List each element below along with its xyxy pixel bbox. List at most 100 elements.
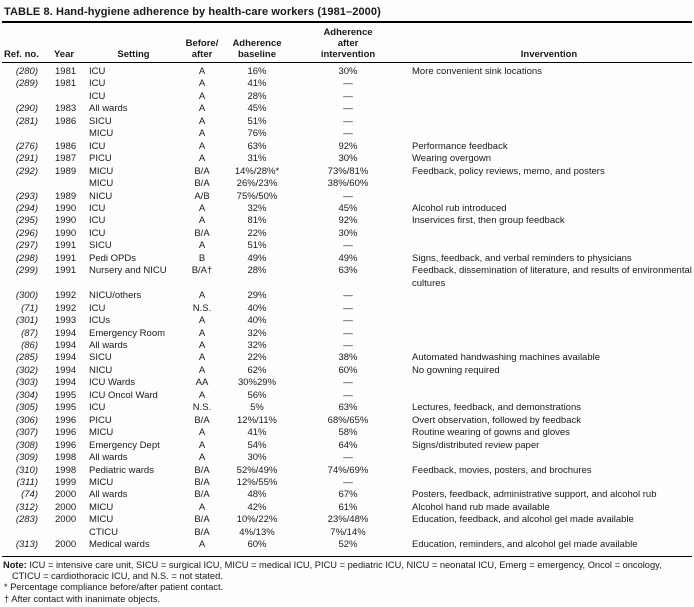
cell-adherence-after: 73%/81% <box>327 165 369 177</box>
table-row: (291) 1987 PICU A 31% 30% Wearing overgown <box>2 153 692 165</box>
cell-ref-no: (283) <box>15 514 38 526</box>
note-footnote: Note: ICU = intensive care unit, SICU = … <box>3 560 690 583</box>
cell-year: 1989 <box>55 165 77 177</box>
cell-year: 1990 <box>55 215 77 227</box>
cell-intervention <box>406 377 692 389</box>
cell-adherence-after: — <box>343 103 353 115</box>
cell-year <box>44 527 87 539</box>
cell-year: 1992 <box>55 302 77 314</box>
cell-intervention: Wearing overgown <box>412 153 492 165</box>
cell-adherence-baseline: 16% <box>247 66 267 77</box>
cell-adherence-baseline: 51% <box>247 240 267 252</box>
cell-setting: All wards <box>89 103 128 115</box>
cell-intervention <box>406 103 692 115</box>
cell-before-after: N.S. <box>192 302 212 314</box>
cell-adherence-baseline: 29% <box>247 290 267 302</box>
cell-before-after: B/A <box>194 526 210 538</box>
table-row: (296) 1990 ICU B/A 22% 30% <box>2 228 692 240</box>
table-row: (309) 1998 All wards A 30% — <box>2 452 692 464</box>
cell-year: 1981 <box>55 78 77 90</box>
asterisk-footnote: * Percentage compliance before/after pat… <box>4 582 224 593</box>
note-text: ICU = intensive care unit, SICU = surgic… <box>12 559 662 582</box>
table-row: (86) 1994 All wards A 32% — <box>2 340 692 352</box>
table-row: (310) 1998 Pediatric wards B/A 52%/49% 74%/69… <box>2 465 692 477</box>
table-row: (300) 1992 NICU/others A 29% — <box>2 290 692 302</box>
cell-setting: ICUs <box>89 315 111 327</box>
cell-adherence-baseline: 40% <box>247 315 267 327</box>
cell-year: 1996 <box>55 427 77 439</box>
cell-before-after: A <box>198 128 206 140</box>
cell-setting: NICU <box>89 190 113 202</box>
cell-ref-no: (305) <box>15 402 38 414</box>
cell-before-after: A <box>198 315 206 327</box>
cell-year <box>44 91 87 103</box>
cell-setting: ICU <box>89 227 106 239</box>
cell-adherence-baseline: 76% <box>247 128 267 140</box>
adherence-table: Ref. no. Year Setting Before/ after Adhe… <box>2 23 692 552</box>
header-intervention: Invervention <box>406 23 692 63</box>
cell-year: 1986 <box>55 140 77 152</box>
cell-ref-no: (309) <box>15 452 38 464</box>
cell-before-after: A <box>198 327 206 339</box>
cell-adherence-after: 60% <box>338 364 358 376</box>
cell-setting: SICU <box>89 115 112 127</box>
cell-adherence-after: 45% <box>338 202 358 214</box>
table-row: (293) 1989 NICU A/B 75%/50% — <box>2 191 692 203</box>
cell-before-after: A <box>198 352 206 364</box>
cell-ref-no: (281) <box>15 115 38 127</box>
cell-before-after: B/A <box>194 476 210 488</box>
cell-ref-no: (71) <box>21 302 38 314</box>
cell-adherence-baseline: 54% <box>247 439 267 451</box>
table-row: (289) 1981 ICU A 41% — <box>2 78 692 90</box>
table-row: (283) 2000 MICU B/A 10%/22% 23%/48% Education,… <box>2 514 692 526</box>
cell-intervention: Routine wearing of gowns and gloves <box>412 427 570 439</box>
cell-setting: ICU Oncol Ward <box>89 389 158 401</box>
cell-intervention <box>406 303 692 315</box>
table-row: (276) 1986 ICU A 63% 92% Performance feedback <box>2 141 692 153</box>
cell-year <box>44 128 87 140</box>
table-row: (71) 1992 ICU N.S. 40% — <box>2 303 692 315</box>
cell-adherence-baseline: 45% <box>247 103 267 115</box>
cell-before-after: A/B <box>194 190 210 202</box>
cell-adherence-after: — <box>343 78 353 90</box>
cell-year: 1991 <box>55 265 77 277</box>
table-row: (312) 2000 MICU A 42% 61% Alcohol hand rub mad… <box>2 502 692 514</box>
cell-before-after: A <box>198 90 206 102</box>
cell-intervention: Automated handwashing machines available <box>412 352 601 364</box>
table-row: (305) 1995 ICU N.S. 5% 63% Lectures, feedback,… <box>2 402 692 414</box>
cell-adherence-baseline: 56% <box>247 389 267 401</box>
table-row: (308) 1996 Emergency Dept A 54% 64% Signs/dist… <box>2 440 692 452</box>
cell-setting: Emergency Room <box>89 327 166 339</box>
table-row: (301) 1993 ICUs A 40% — <box>2 315 692 327</box>
cell-intervention <box>406 240 692 252</box>
cell-before-after: A <box>198 140 206 152</box>
cell-adherence-after: 38%/60% <box>327 178 369 190</box>
cell-before-after: B/A <box>194 227 210 239</box>
cell-before-after: A <box>198 452 206 464</box>
cell-ref-no: (285) <box>15 352 38 364</box>
note-label: Note: <box>3 559 27 570</box>
table-row: MICU B/A 26%/23% 38%/60% <box>2 178 692 190</box>
cell-adherence-baseline: 26%/23% <box>236 178 278 190</box>
cell-intervention <box>406 228 692 240</box>
cell-ref-no: (295) <box>15 215 38 227</box>
cell-adherence-after: 30% <box>338 227 358 239</box>
cell-setting: MICU <box>89 128 114 140</box>
cell-adherence-baseline: 41% <box>247 78 267 90</box>
cell-adherence-after: — <box>343 377 353 389</box>
cell-setting: ICU <box>89 140 106 152</box>
cell-adherence-after: 58% <box>338 427 358 439</box>
cell-intervention: Performance feedback <box>412 140 508 152</box>
cell-year: 2000 <box>55 501 77 513</box>
cell-intervention: Feedback, policy reviews, memo, and post… <box>412 165 605 177</box>
cell-adherence-after: — <box>343 327 353 339</box>
cell-year: 1989 <box>55 190 77 202</box>
table-row: (292) 1989 MICU B/A 14%/28%* 73%/81% Feedback,… <box>2 166 692 178</box>
cell-ref-no: (303) <box>15 377 38 389</box>
cell-adherence-baseline: 62% <box>247 364 267 376</box>
cell-adherence-after: — <box>343 315 353 327</box>
table-row: (306) 1996 PICU B/A 12%/11% 68%/65% Overt obse… <box>2 415 692 427</box>
cell-adherence-after: 7%/14% <box>330 526 366 538</box>
cell-intervention <box>406 128 692 140</box>
cell-ref-no <box>2 527 44 539</box>
